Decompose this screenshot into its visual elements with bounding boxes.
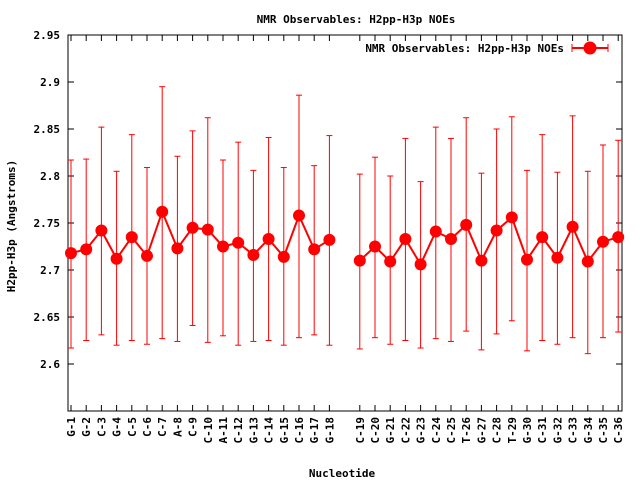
data-point [262,232,275,245]
x-tick-label: G-21 [384,417,397,444]
data-point [217,240,229,253]
x-tick-label: G-32 [551,417,564,444]
legend-marker [583,41,597,55]
x-tick-label: G-30 [521,417,534,444]
y-tick-label: 2.85 [34,123,61,136]
x-tick-label: G-23 [415,417,428,444]
x-tick-label: C-9 [187,417,200,437]
data-point [171,242,184,255]
x-tick-label: G-18 [323,417,336,444]
x-tick-label: C-3 [95,417,108,437]
y-tick-label: 2.7 [40,264,60,277]
data-point [399,232,412,245]
x-tick-label: C-10 [202,417,215,444]
x-tick-label: C-5 [126,417,139,437]
data-point [80,243,93,256]
x-tick-label: C-35 [597,417,610,444]
data-point [308,243,321,256]
x-tick-label: C-12 [232,417,245,444]
data-point [475,254,488,267]
data-point [429,225,442,238]
data-point [445,232,457,245]
series-line-segment [70,208,330,261]
x-tick-label: G-27 [475,417,488,444]
legend-label: NMR Observables: H2pp-H3p NOEs [365,42,564,55]
x-tick-label: C-6 [141,417,154,437]
data-point [201,223,214,236]
x-tick-label: G-13 [247,417,260,444]
chart-title: NMR Observables: H2pp-H3p NOEs [257,13,456,26]
data-point [414,258,427,271]
x-tick-label: C-20 [369,417,382,444]
data-point [597,235,609,248]
data-point [551,251,564,264]
x-tick-label: T-29 [506,417,519,444]
y-tick-label: 2.6 [40,358,60,371]
data-point [232,236,245,249]
point-layer [65,205,625,271]
data-point [277,250,290,263]
data-point [247,248,260,261]
x-tick-label: C-7 [156,417,169,437]
data-point [156,205,169,218]
data-point [186,221,199,234]
data-point [323,233,336,246]
x-tick-label: C-28 [491,417,504,444]
errorbar-layer [68,86,622,355]
line-layer [70,208,619,267]
x-tick-label: G-15 [278,417,291,444]
legend: NMR Observables: H2pp-H3p NOEs [365,41,609,55]
x-tick-label: C-24 [430,417,443,444]
data-point [353,254,366,267]
x-tick-label: C-14 [263,417,276,444]
x-tick-label: C-19 [354,417,367,444]
data-point [110,252,123,265]
x-tick-label: A-8 [171,417,184,437]
y-tick-label: 2.8 [40,170,60,183]
y-tick-label: 2.65 [34,311,61,324]
data-point [581,255,594,268]
axes-layer: 2.6 2.65 2.7 2.75 2.8 2.85 2.9 2.95 G-1 G-2 C-3 G-4… [34,29,626,444]
data-point [612,231,625,244]
data-point [125,231,138,244]
y-tick-label: 2.95 [34,29,61,42]
data-point [566,220,579,233]
data-point [505,211,518,224]
x-tick-label: C-33 [567,417,580,444]
data-point [293,209,305,222]
data-point [521,253,533,266]
plot-frame [67,34,623,412]
data-point [536,231,549,244]
data-point [369,240,381,253]
x-tick-label: T-26 [460,417,473,444]
x-tick-label: G-4 [111,417,124,437]
x-tick-label: G-1 [65,417,78,437]
x-tick-label: C-36 [612,417,625,444]
x-tick-label: C-25 [445,417,458,444]
y-tick-label: 2.75 [34,217,61,230]
x-tick-label: A-11 [217,417,230,444]
x-tick-label: C-22 [399,417,412,444]
data-point [141,249,153,262]
data-point [384,255,397,268]
x-tick-label: G-34 [582,417,595,444]
y-axis-label: H2pp-H3p (Angstroms) [5,160,18,292]
data-point [490,224,503,237]
data-point [65,247,77,260]
data-point [95,224,108,237]
y-tick-label: 2.9 [40,76,60,89]
x-tick-label: C-16 [293,417,306,444]
x-tick-label: C-31 [536,417,549,444]
x-axis-label: Nucleotide [309,467,376,480]
data-point [460,218,473,231]
series-line-segment [359,215,619,267]
x-tick-label: G-2 [80,417,93,437]
x-tick-label: G-17 [308,417,321,444]
